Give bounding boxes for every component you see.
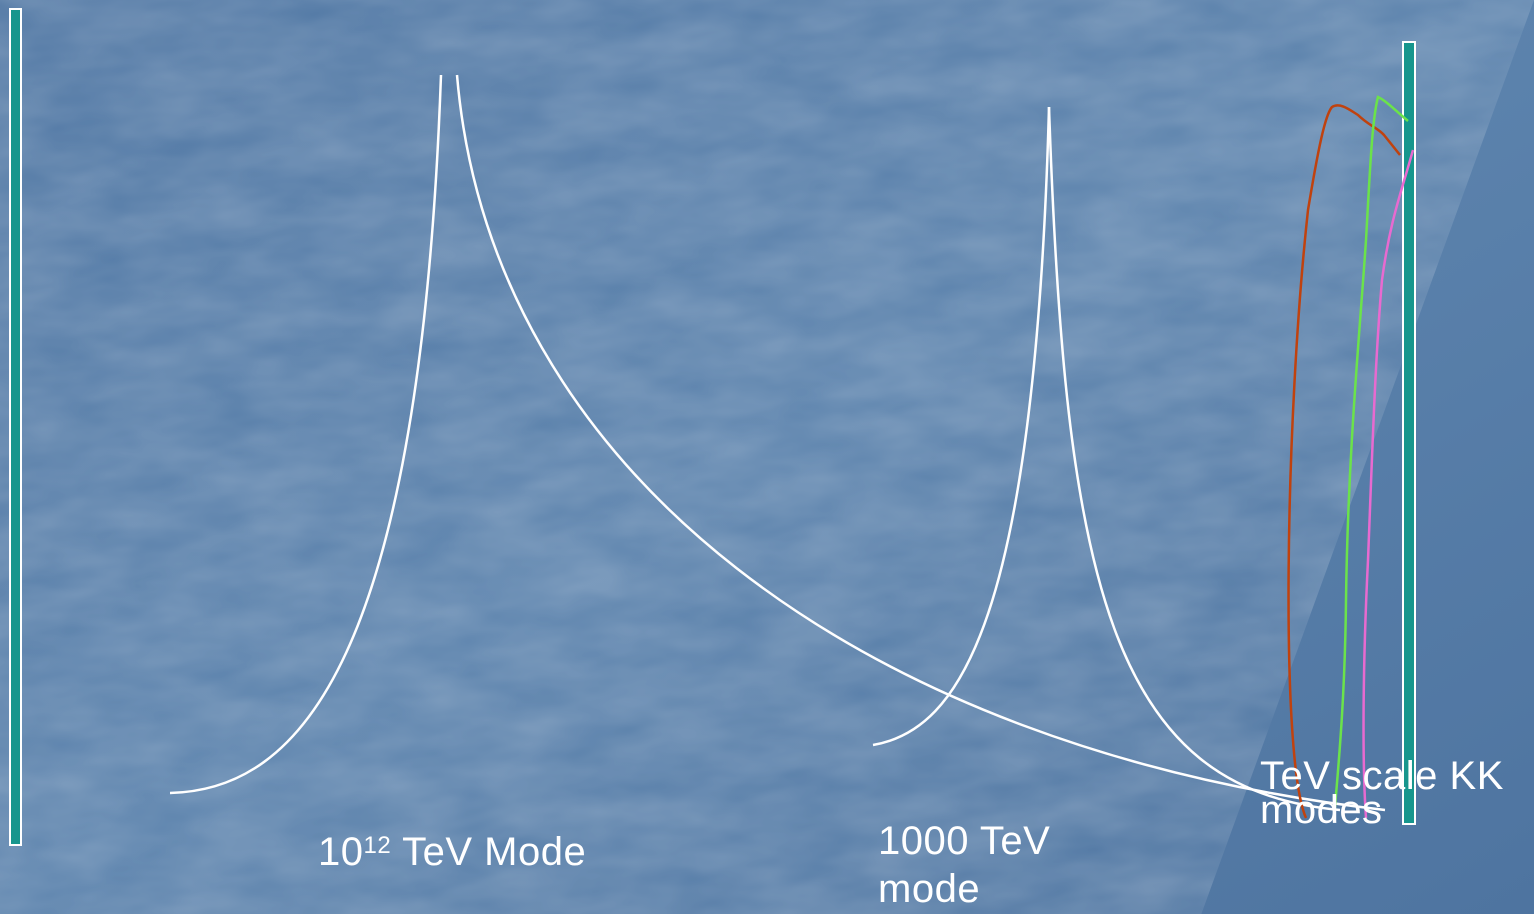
mode-1012-curve-left [169,74,443,795]
left-brane [9,8,22,846]
mode-1012-exponent: 12 [363,832,392,859]
right-brane [1402,41,1416,825]
mode-1000-curve-left [872,106,1051,747]
kk-mode-green-curve [1332,95,1409,819]
mode-1012-label: 1012 TeV Mode [318,830,587,874]
tev-kk-modes-label-line1: TeV scale KK [1260,754,1504,798]
mode-1000-label: 1000 TeV mode [878,817,1050,913]
tev-kk-modes-label: TeV scale KK modes [1260,752,1504,834]
mode-1000-curve-right [1047,106,1341,812]
mode-1012-curve-right [455,74,1386,812]
mode-1000-label-line1: 1000 TeV [878,819,1051,863]
kk-mode-red-curve [1287,104,1401,819]
mode-1000-label-line2: mode [878,867,981,911]
tev-kk-modes-label-line2: modes [1260,788,1383,832]
kk-mode-pink-curve [1362,149,1415,819]
